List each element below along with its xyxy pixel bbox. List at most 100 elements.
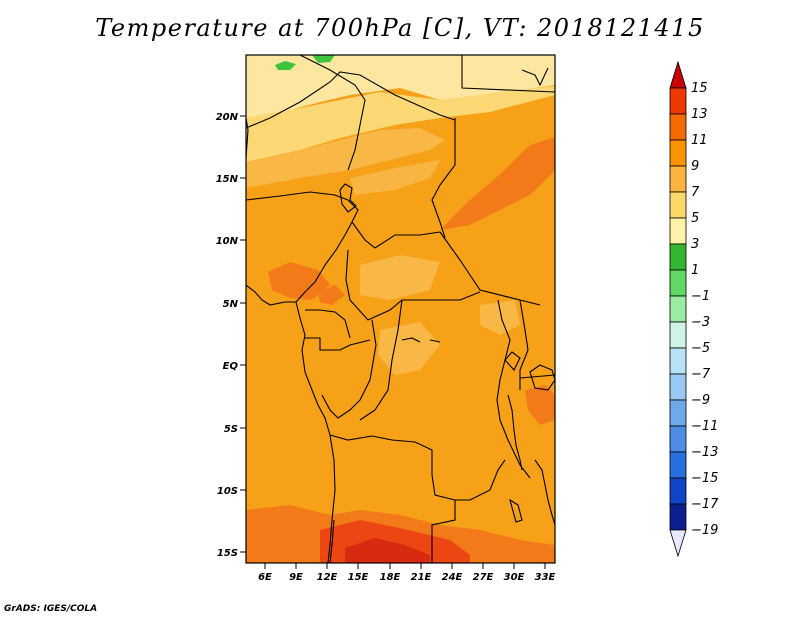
border-namibia-angola (329, 519, 335, 563)
colorbar-swatch (669, 191, 687, 219)
colorbar-label: −7 (691, 367, 711, 382)
colorbar-label: −3 (691, 315, 710, 330)
river-marks (401, 337, 441, 343)
colorbar-label: −17 (691, 497, 719, 512)
colorbar-swatch (669, 243, 687, 271)
lake-victoria (529, 364, 555, 391)
border-congo-drc (321, 319, 377, 419)
border-drc-internal (359, 299, 403, 421)
lake-albert (504, 351, 521, 371)
map-frame (245, 54, 556, 564)
lon-tick-label: 24E (442, 572, 463, 583)
lat-axis: 20N 15N 10N 5N EQ 5S 10S 15S (216, 112, 246, 559)
border-car-sudan (439, 231, 541, 306)
lat-tick-label: 15S (217, 548, 238, 559)
field-green-patch-2 (312, 55, 335, 63)
border-car-drc-cameroon (345, 249, 481, 321)
lake-mweru (509, 498, 523, 523)
lon-tick-label: 15E (348, 572, 369, 583)
border-libya-egypt-sudan (461, 55, 555, 93)
country-borders (246, 55, 555, 563)
colorbar-label: 5 (691, 211, 699, 226)
colorbar-swatch (669, 347, 687, 375)
colorbar-label: 13 (691, 107, 708, 122)
lake-malawi (534, 459, 555, 526)
colorbar-bottom-arrow (669, 529, 687, 558)
colorbar-swatch (669, 269, 687, 297)
colorbar-label: −5 (691, 341, 710, 356)
colorbar-label: −11 (691, 419, 718, 434)
colorbar-swatch (669, 87, 687, 115)
lat-tick-label: 10S (217, 486, 238, 497)
colorbar-label: 3 (691, 237, 699, 252)
lat-tick-label: 5N (223, 299, 239, 310)
lon-tick-label: 33E (535, 572, 556, 583)
border-zambia-drc (455, 459, 506, 501)
border-niger-nigeria (246, 191, 349, 201)
lon-tick-label: 27E (473, 572, 494, 583)
lat-tick-label: EQ (223, 361, 239, 372)
lake-chad (339, 183, 357, 213)
colorbar-swatch (669, 295, 687, 323)
colorbar-label: −19 (691, 523, 718, 538)
colorbar-swatch (669, 165, 687, 193)
field-light-orange-band (246, 128, 445, 188)
field-pale-band (246, 86, 555, 162)
colorbar-label: −13 (691, 445, 718, 460)
field-dark-orange-w2 (318, 285, 345, 305)
lon-tick-label: 21E (411, 572, 432, 583)
field-light-orange-patch-3 (378, 322, 440, 375)
border-drc-east (496, 299, 531, 479)
colorbar-swatch (669, 113, 687, 141)
colorbar-label: 1 (691, 263, 699, 278)
lon-tick-label: 9E (289, 572, 303, 583)
field-north-band (246, 55, 555, 118)
colorbar-swatch (669, 373, 687, 401)
border-niger-libya (299, 55, 366, 171)
lon-axis: 6E 9E 12E 15E 18E 21E 24E 27E 30E 33E (258, 563, 556, 583)
field-dark-orange-e (525, 385, 555, 425)
colorbar-label: −1 (691, 289, 710, 304)
lat-tick-label: 5S (224, 424, 238, 435)
field-red-s (345, 538, 430, 563)
border-angola-drc (329, 434, 456, 563)
field-green-patch-1 (275, 61, 296, 70)
lat-tick-label: 20N (216, 112, 239, 123)
nile-delta-coast (521, 67, 549, 87)
colorbar-label: 11 (691, 133, 708, 148)
field-light-orange-patch-2 (360, 255, 440, 300)
border-uganda-kenya (519, 299, 529, 390)
colorbar-label: 15 (691, 81, 708, 96)
border-nigeria-cameroon (295, 199, 359, 303)
lake-tanganyika (507, 394, 523, 471)
colorbar-swatch (669, 139, 687, 167)
colorbar-top-arrow (669, 60, 687, 89)
colorbar-label: −9 (691, 393, 710, 408)
colorbar-swatch (669, 217, 687, 245)
lat-tick-label: 10N (216, 236, 239, 247)
colorbar-swatch (669, 477, 687, 505)
field-dark-orange-ne (440, 138, 555, 230)
border-eq-guinea-gabon (305, 337, 371, 351)
colorbar-swatch (669, 451, 687, 479)
lat-tick-label: 15N (216, 174, 239, 185)
lon-tick-label: 6E (258, 572, 272, 583)
colorbar-swatch (669, 399, 687, 427)
field-dark-orange-w1 (268, 262, 330, 300)
colorbar-swatch (669, 425, 687, 453)
border-cameroon-gabon (305, 309, 351, 339)
field-light-orange-patch-1 (350, 160, 440, 195)
lon-tick-label: 30E (504, 572, 525, 583)
colorbar: 15 13 11 9 7 5 3 1 −1 −3 −5 −7 −9 −11 −13 −15 −17 −19 (669, 60, 719, 558)
border-chad-sudan (431, 118, 456, 239)
colorbar-label: −15 (691, 471, 718, 486)
coastline-northwest (246, 117, 249, 159)
lon-tick-label: 12E (317, 572, 338, 583)
coastlines-and-lakes (246, 67, 555, 563)
colorbar-swatch (669, 321, 687, 349)
border-niger-algeria (246, 71, 456, 129)
colorbar-label: 9 (691, 159, 699, 174)
lon-tick-label: 18E (380, 572, 401, 583)
coastline-west (246, 284, 336, 563)
